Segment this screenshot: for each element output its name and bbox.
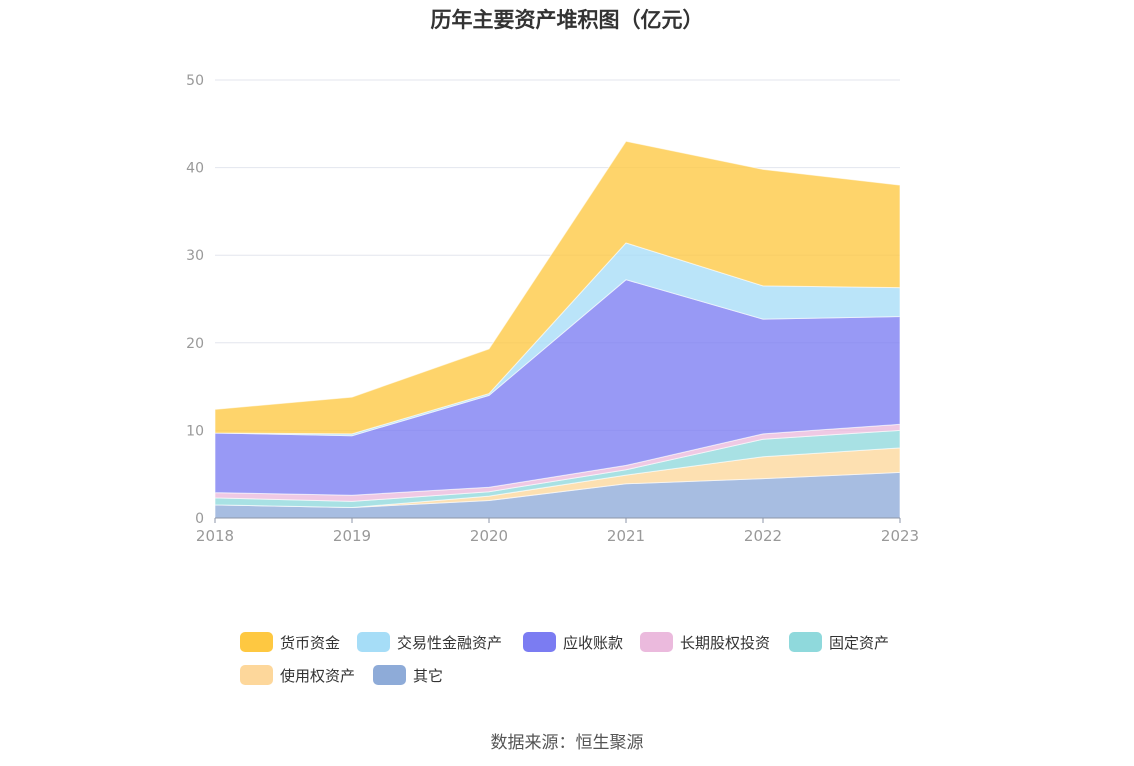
y-tick-label: 0 — [195, 511, 204, 527]
legend-label: 其它 — [413, 666, 444, 685]
legend-swatch — [240, 632, 273, 652]
legend-swatch — [357, 632, 390, 652]
stacked-area-chart: 0 10 20 30 40 50 2018 2019 2020 2021 2022 2023 — [186, 73, 919, 545]
legend-item-fixed-assets[interactable]: 固定资产 — [789, 630, 889, 654]
legend-item-right-of-use-assets[interactable]: 使用权资产 — [240, 663, 355, 687]
y-tick-label: 10 — [186, 423, 204, 439]
legend-item-other[interactable]: 其它 — [373, 663, 443, 687]
legend-label: 使用权资产 — [280, 666, 356, 685]
legend-item-receivables[interactable]: 应收账款 — [523, 630, 623, 654]
legend-swatch — [240, 665, 273, 685]
legend-swatch — [640, 632, 673, 652]
legend-label: 货币资金 — [280, 633, 341, 652]
legend-swatch — [789, 632, 822, 652]
legend-label: 交易性金融资产 — [397, 633, 503, 652]
data-source: 数据来源：恒生聚源 — [490, 733, 644, 753]
area-series-货币资金 — [214, 140, 901, 435]
x-tick-label: 2020 — [470, 527, 508, 545]
legend-swatch — [523, 632, 556, 652]
legend-label: 长期股权投资 — [680, 633, 771, 652]
x-tick-label: 2022 — [744, 527, 782, 545]
legend-item-trading-financial-assets[interactable]: 交易性金融资产 — [357, 630, 502, 654]
chart-title: 历年主要资产堆积图（亿元） — [430, 8, 704, 32]
x-tick-label: 2019 — [333, 527, 371, 545]
legend-label: 应收账款 — [563, 633, 624, 652]
x-tick-label: 2023 — [881, 527, 919, 545]
x-tick-label: 2018 — [196, 527, 234, 545]
y-tick-label: 20 — [186, 336, 204, 352]
x-tick-label: 2021 — [607, 527, 645, 545]
legend-label: 固定资产 — [829, 633, 890, 652]
y-tick-label: 50 — [186, 73, 204, 89]
y-tick-label: 30 — [186, 248, 204, 264]
y-tick-label: 40 — [186, 161, 204, 177]
legend-item-cash[interactable]: 货币资金 — [240, 630, 340, 654]
legend-item-long-term-equity[interactable]: 长期股权投资 — [640, 630, 770, 654]
legend-swatch — [373, 665, 406, 685]
